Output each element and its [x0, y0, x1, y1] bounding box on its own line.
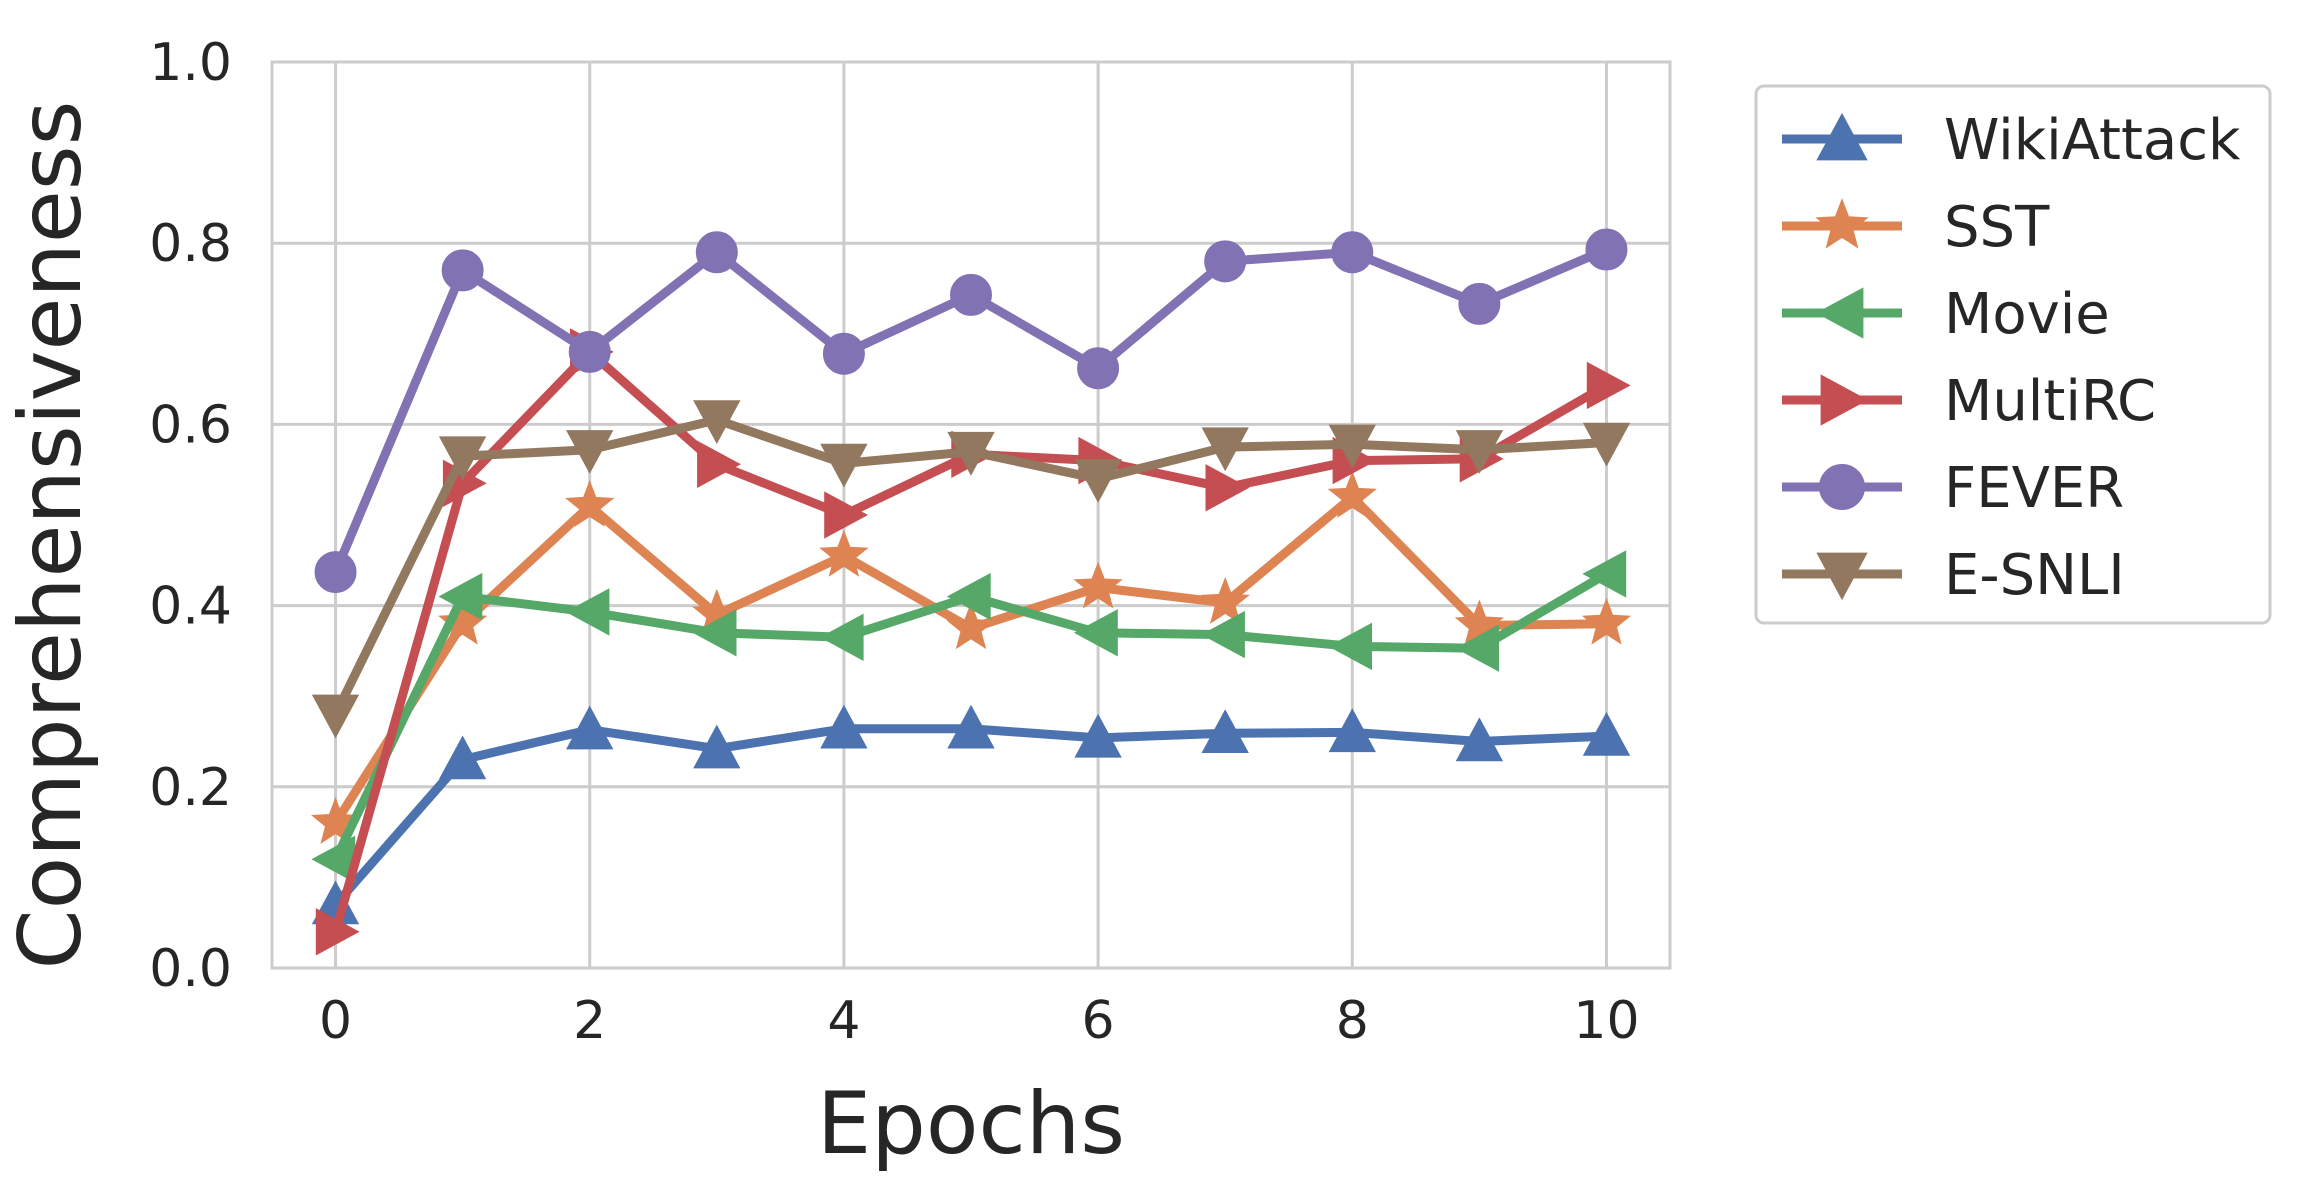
data-point [438, 735, 487, 780]
data-point [1204, 240, 1247, 283]
data-point [1327, 471, 1377, 518]
data-point [820, 443, 868, 488]
x-axis-title: Epochs [817, 1074, 1125, 1174]
data-point [441, 249, 484, 292]
data-point [819, 529, 869, 577]
data-point [566, 705, 614, 750]
x-tick-label: 4 [827, 991, 860, 1051]
data-point [693, 400, 741, 445]
data-point [1582, 550, 1627, 598]
data-point [1077, 347, 1120, 390]
legend-item: MultiRC [1782, 369, 2156, 434]
data-point [697, 440, 741, 488]
legend-label: MultiRC [1944, 369, 2156, 434]
data-point [438, 572, 483, 621]
data-point [819, 613, 864, 661]
data-point [1200, 577, 1250, 624]
data-point [314, 551, 357, 594]
data-point [568, 330, 611, 373]
legend-item: FEVER [1782, 456, 2124, 521]
legend-marker [1815, 287, 1864, 339]
data-point [1328, 708, 1376, 753]
legend-marker [1820, 374, 1869, 426]
data-point [1458, 282, 1501, 325]
y-tick-label: 0.0 [149, 939, 232, 999]
data-point [1201, 709, 1249, 753]
data-point [311, 694, 360, 739]
legend-marker [1816, 552, 1868, 601]
y-tick-label: 0.6 [149, 395, 232, 455]
x-axis-ticks: 0 2 4 6 8 10 [319, 991, 1640, 1051]
data-point [1201, 610, 1245, 659]
data-point [1455, 624, 1500, 672]
data-point [947, 704, 995, 749]
legend-label: Movie [1944, 282, 2110, 347]
series-group [310, 228, 1632, 956]
legend-item: Movie [1782, 282, 2110, 347]
data-point [950, 273, 992, 316]
data-point [1205, 464, 1250, 512]
series-movie [311, 550, 1627, 883]
legend-label: SST [1944, 195, 2050, 260]
data-point [824, 491, 869, 539]
data-point [1581, 597, 1632, 645]
legend-item: SST [1782, 195, 2050, 260]
data-point [946, 602, 996, 650]
x-tick-label: 2 [573, 991, 606, 1051]
data-point [1585, 228, 1628, 271]
data-point [1331, 231, 1374, 274]
data-point [565, 480, 615, 527]
series-fever [314, 228, 1628, 594]
series-wikiattack [311, 704, 1631, 925]
legend-marker [1819, 464, 1865, 510]
y-tick-label: 0.4 [149, 577, 232, 637]
legend-label: WikiAttack [1944, 108, 2241, 173]
legend-label: E-SNLI [1944, 543, 2125, 608]
data-point [315, 908, 360, 956]
data-point [695, 231, 738, 274]
y-tick-label: 0.2 [149, 758, 232, 818]
x-tick-label: 10 [1573, 991, 1639, 1051]
series-sst [310, 471, 1632, 844]
x-tick-label: 6 [1082, 991, 1115, 1051]
y-axis-ticks: 0.0 0.2 0.4 0.6 0.8 1.0 [149, 33, 232, 999]
data-point [1328, 424, 1376, 469]
legend-marker [1816, 112, 1868, 161]
data-point [1074, 459, 1122, 503]
data-point [566, 430, 614, 474]
data-point [565, 588, 610, 636]
data-point [1201, 427, 1249, 472]
data-point [1328, 622, 1372, 671]
data-point [946, 572, 991, 621]
x-tick-label: 0 [319, 991, 352, 1051]
series-e-snli [311, 400, 1631, 739]
data-point [1586, 361, 1631, 410]
legend-item: E-SNLI [1782, 543, 2125, 608]
data-point [438, 436, 487, 481]
data-point [820, 704, 868, 749]
data-point [692, 609, 737, 657]
legend-item: WikiAttack [1782, 108, 2241, 173]
legend: WikiAttack SST Movie MultiRC FEVER E-SNLI [1754, 84, 2272, 625]
data-point [1074, 713, 1122, 758]
plot-frame [270, 60, 1672, 970]
data-point [1455, 717, 1504, 762]
data-point [947, 431, 995, 476]
data-point [693, 724, 741, 769]
data-point [1582, 422, 1631, 467]
legend-marker [1815, 197, 1869, 249]
y-tick-label: 1.0 [149, 33, 232, 93]
y-axis-title: Comprehensiveness [1, 101, 101, 970]
data-point [1455, 430, 1504, 474]
data-point [822, 332, 865, 375]
x-tick-label: 8 [1336, 991, 1369, 1051]
y-tick-label: 0.8 [149, 214, 232, 274]
legend-label: FEVER [1944, 456, 2124, 521]
data-point [1073, 561, 1123, 609]
data-point [1073, 609, 1118, 657]
data-point [1582, 711, 1631, 756]
